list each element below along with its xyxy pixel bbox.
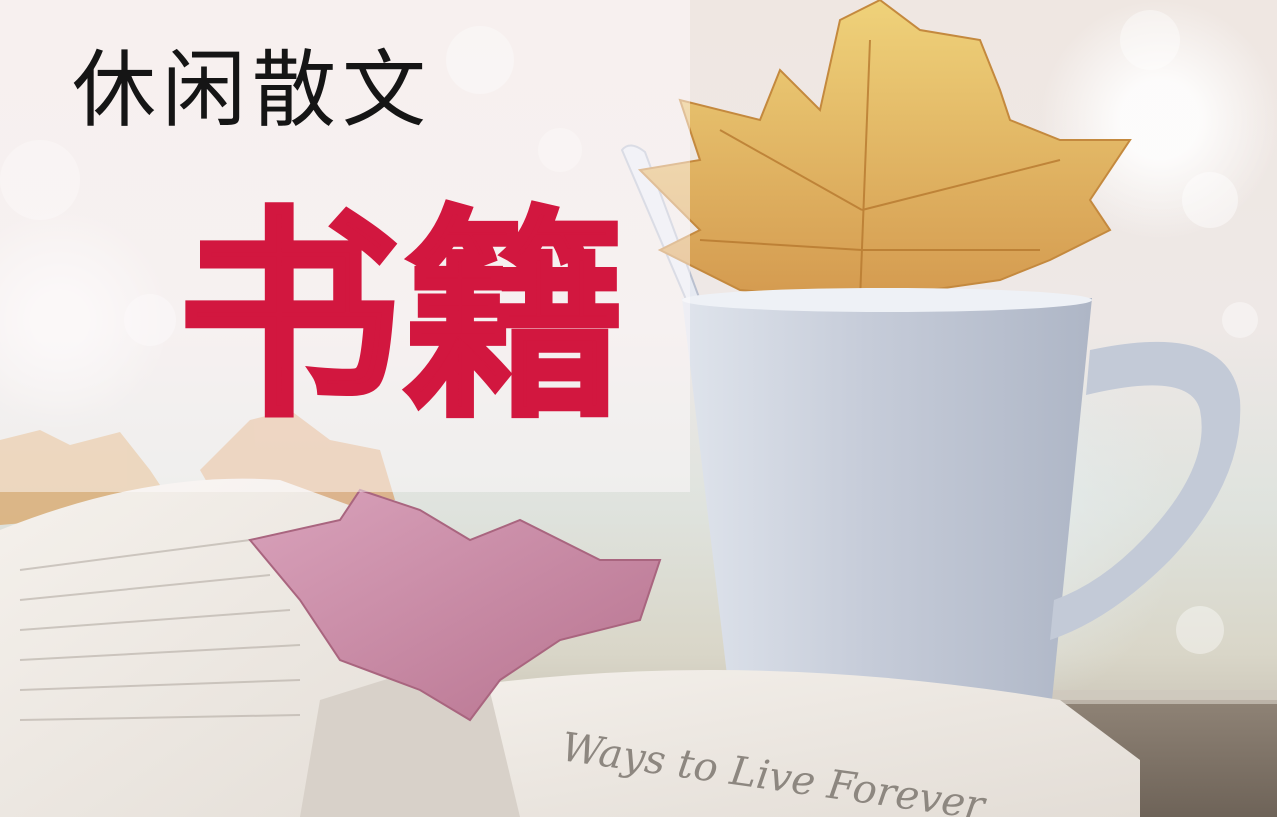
banner-title: 书籍 [176,189,630,447]
text-overlay-panel [0,0,690,492]
maple-leaf-gold [637,0,1132,302]
mug-handle [1050,341,1241,640]
open-book: Ways to Live Forever [0,478,1140,817]
spoon [620,144,702,306]
coffee-mug [682,298,1092,722]
maple-leaf-pink [248,488,662,722]
banner-subtitle: 休闲散文 [72,41,433,139]
bokeh-lights [0,10,1258,654]
